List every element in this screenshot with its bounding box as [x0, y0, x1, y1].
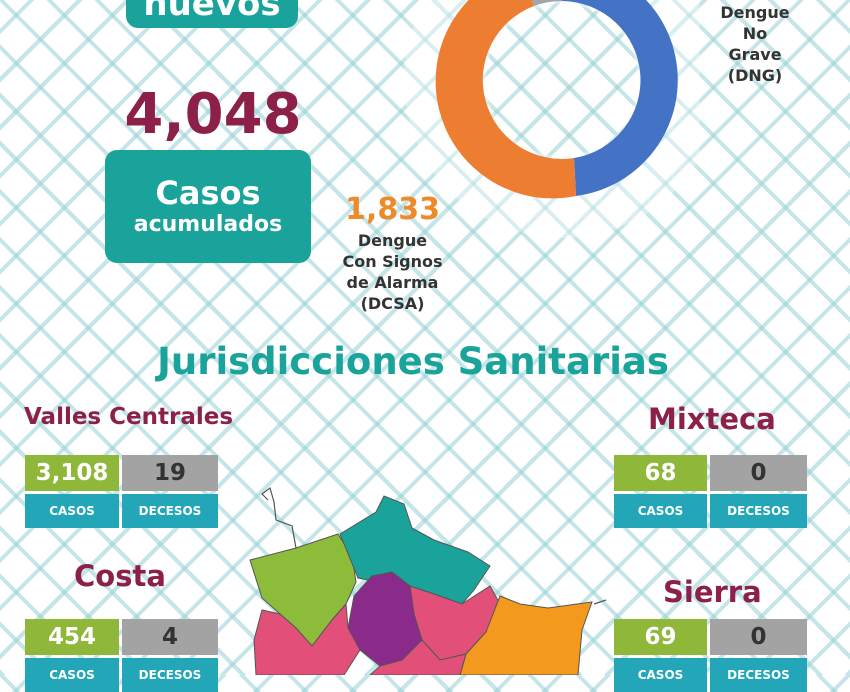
mixteca-casos-label: CASOS	[614, 494, 707, 528]
jurisdiccion-costa-stats: 454 4 CASOS DECESOS	[25, 619, 218, 692]
mixteca-decesos-label: DECESOS	[710, 494, 807, 528]
nuevos-label: nuevos	[143, 0, 281, 24]
dcsa-label-line1: Dengue	[357, 231, 428, 250]
dcsa-value: 1,833	[345, 192, 440, 227]
map-region-pink-south	[369, 639, 467, 675]
map-region-pink-west	[253, 602, 361, 675]
map-region-orange	[459, 595, 593, 675]
donut-slice-dcsa	[435, 0, 576, 199]
jurisdiccion-valles-stats: 3,108 19 CASOS DECESOS	[25, 455, 218, 528]
sierra-decesos-value: 0	[710, 619, 807, 655]
dcsa-label-line2: Con Signos	[342, 252, 443, 271]
dcsa-label: Dengue Con Signos de Alarma (DCSA)	[330, 230, 455, 314]
sierra-casos-value: 69	[614, 619, 707, 655]
costa-casos-value: 454	[25, 619, 119, 655]
casos-total: 4,048	[124, 82, 302, 147]
dng-label-line2: No	[742, 24, 768, 43]
valles-decesos-label: DECESOS	[122, 494, 218, 528]
mixteca-casos-value: 68	[614, 455, 707, 491]
dng-label-line4: (DNG)	[727, 66, 783, 85]
dcsa-label-line4: (DCSA)	[360, 294, 425, 313]
mixteca-decesos-value: 0	[710, 455, 807, 491]
jurisdiccion-mixteca-stats: 68 0 CASOS DECESOS	[614, 455, 807, 528]
nuevos-box: nuevos	[126, 0, 298, 28]
valles-decesos-value: 19	[122, 455, 218, 491]
oaxaca-regions-map-icon	[249, 486, 607, 675]
jurisdiccion-valles-name: Valles Centrales	[24, 404, 234, 430]
costa-casos-label: CASOS	[25, 658, 119, 692]
jurisdiccion-mixteca-name: Mixteca	[648, 402, 776, 436]
valles-casos-label: CASOS	[25, 494, 119, 528]
dng-label-line1: Dengue	[720, 3, 790, 22]
donut-slice-other	[531, 0, 562, 6]
section-title: Jurisdicciones Sanitarias	[157, 340, 669, 383]
jurisdiccion-costa-name: Costa	[74, 559, 166, 593]
map-outline-river	[261, 486, 297, 549]
costa-decesos-label: DECESOS	[122, 658, 218, 692]
jurisdiccion-sierra-name: Sierra	[663, 575, 762, 609]
jurisdiccion-sierra-stats: 69 0 CASOS DECESOS	[614, 619, 807, 692]
casos-acumulados-box: Casos acumulados	[105, 150, 311, 263]
donut-chart	[404, 0, 700, 238]
dng-label-line3: Grave	[728, 45, 782, 64]
valles-casos-value: 3,108	[25, 455, 119, 491]
casos-label: Casos	[155, 173, 261, 212]
map-outline-river	[593, 599, 607, 605]
dcsa-label-line3: de Alarma	[346, 273, 439, 292]
costa-decesos-value: 4	[122, 619, 218, 655]
sierra-decesos-label: DECESOS	[710, 658, 807, 692]
donut-slice-dng	[562, 0, 678, 196]
sierra-casos-label: CASOS	[614, 658, 707, 692]
dng-label: Dengue No Grave (DNG)	[705, 2, 805, 86]
acumulados-label: acumulados	[133, 211, 283, 237]
